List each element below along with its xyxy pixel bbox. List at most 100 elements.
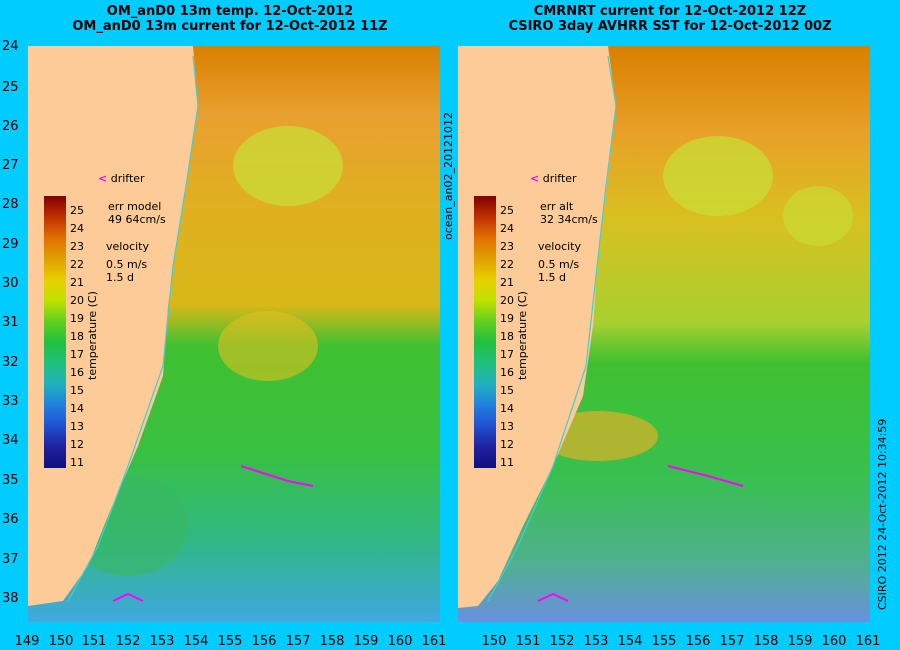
x-tick: 149 bbox=[14, 634, 40, 649]
left-land bbox=[28, 46, 198, 606]
x-tick: 153 bbox=[149, 634, 175, 649]
x-tick: 156 bbox=[251, 634, 277, 649]
velocity-time: 1.5 d bbox=[106, 271, 134, 284]
cbar-tick: 15 bbox=[70, 384, 84, 397]
x-tick: 161 bbox=[421, 634, 447, 649]
cbar-tick: 25 bbox=[500, 204, 514, 217]
y-tick: 27 bbox=[2, 158, 19, 173]
x-tick: 159 bbox=[787, 634, 813, 649]
y-tick: 30 bbox=[2, 276, 19, 291]
cbar-tick: 12 bbox=[70, 438, 84, 451]
y-tick: 29 bbox=[2, 237, 19, 252]
x-tick: 155 bbox=[217, 634, 243, 649]
x-tick: 157 bbox=[719, 634, 745, 649]
cbar-tick: 15 bbox=[500, 384, 514, 397]
x-tick: 153 bbox=[583, 634, 609, 649]
cbar-tick: 18 bbox=[70, 330, 84, 343]
cbar-tick: 22 bbox=[500, 258, 514, 271]
cbar-tick: 11 bbox=[500, 456, 514, 469]
x-tick: 160 bbox=[821, 634, 847, 649]
right-land bbox=[458, 46, 616, 608]
cbar-tick: 13 bbox=[500, 420, 514, 433]
cbar-tick: 14 bbox=[70, 402, 84, 415]
left-err-note: err model 49 64cm/s bbox=[108, 200, 166, 226]
right-drifter-legend: < drifter bbox=[530, 172, 577, 185]
y-tick: 28 bbox=[2, 197, 19, 212]
cbar-tick: 13 bbox=[70, 420, 84, 433]
err-value: 49 64cm/s bbox=[108, 213, 166, 226]
x-tick: 152 bbox=[549, 634, 575, 649]
x-tick: 161 bbox=[855, 634, 881, 649]
cbar-tick: 24 bbox=[70, 222, 84, 235]
left-map-svg bbox=[28, 46, 440, 622]
y-tick: 33 bbox=[2, 394, 19, 409]
x-tick: 151 bbox=[515, 634, 541, 649]
colorbar-label: temperature (C) bbox=[86, 291, 99, 380]
x-tick: 159 bbox=[353, 634, 379, 649]
x-tick: 156 bbox=[685, 634, 711, 649]
cbar-tick: 12 bbox=[500, 438, 514, 451]
cbar-tick: 24 bbox=[500, 222, 514, 235]
left-title-line2: OM_anD0 13m current for 12-Oct-2012 11Z bbox=[72, 19, 388, 34]
err-label: err alt bbox=[540, 200, 574, 213]
y-tick: 24 bbox=[2, 39, 19, 54]
x-tick: 154 bbox=[183, 634, 209, 649]
drifter-label: drifter bbox=[542, 172, 577, 185]
right-side-text: CSIRO 2012 24-Oct-2012 10:34:59 bbox=[876, 418, 889, 610]
cbar-tick: 17 bbox=[70, 348, 84, 361]
y-tick: 35 bbox=[2, 473, 19, 488]
left-drifter-legend: < drifter bbox=[98, 172, 145, 185]
left-map bbox=[28, 46, 440, 622]
x-tick: 155 bbox=[651, 634, 677, 649]
right-err-note: err alt 32 34cm/s bbox=[540, 200, 598, 226]
right-title: CMRNRT current for 12-Oct-2012 12Z CSIRO… bbox=[470, 4, 870, 34]
left-title-line1: OM_anD0 13m temp. 12-Oct-2012 bbox=[106, 4, 354, 19]
left-colorbar bbox=[44, 196, 66, 468]
cbar-tick: 16 bbox=[500, 366, 514, 379]
left-velocity-note: velocity 0.5 m/s 1.5 d bbox=[106, 240, 149, 284]
cbar-tick: 11 bbox=[70, 456, 84, 469]
velocity-value: 0.5 m/s bbox=[538, 258, 580, 271]
x-tick: 150 bbox=[481, 634, 507, 649]
cbar-tick: 23 bbox=[70, 240, 84, 253]
cbar-tick: 16 bbox=[70, 366, 84, 379]
x-tick: 160 bbox=[387, 634, 413, 649]
y-tick: 34 bbox=[2, 433, 19, 448]
velocity-time: 1.5 d bbox=[538, 271, 566, 284]
cbar-tick: 22 bbox=[70, 258, 84, 271]
y-tick: 25 bbox=[2, 80, 19, 95]
y-tick: 32 bbox=[2, 355, 19, 370]
err-value: 32 34cm/s bbox=[540, 213, 598, 226]
y-tick: 26 bbox=[2, 119, 19, 134]
cbar-tick: 25 bbox=[70, 204, 84, 217]
cbar-tick: 19 bbox=[70, 312, 84, 325]
cbar-tick: 19 bbox=[500, 312, 514, 325]
cbar-tick: 14 bbox=[500, 402, 514, 415]
y-tick: 31 bbox=[2, 315, 19, 330]
y-tick: 37 bbox=[2, 552, 19, 567]
cbar-tick: 20 bbox=[500, 294, 514, 307]
left-title: OM_anD0 13m temp. 12-Oct-2012 OM_anD0 13… bbox=[40, 4, 420, 34]
velocity-label: velocity bbox=[106, 240, 149, 253]
x-tick: 158 bbox=[319, 634, 345, 649]
velocity-value: 0.5 m/s bbox=[106, 258, 148, 271]
x-tick: 158 bbox=[753, 634, 779, 649]
y-tick: 38 bbox=[2, 591, 19, 606]
middle-side-text: ocean_an02_20121012 bbox=[442, 112, 455, 240]
drifter-label: drifter bbox=[110, 172, 145, 185]
err-label: err model bbox=[108, 200, 162, 213]
cbar-tick: 23 bbox=[500, 240, 514, 253]
right-colorbar bbox=[474, 196, 496, 468]
right-title-line2: CSIRO 3day AVHRR SST for 12-Oct-2012 00Z bbox=[508, 19, 832, 34]
colorbar-label: temperature (C) bbox=[516, 291, 529, 380]
right-map bbox=[458, 46, 870, 622]
cbar-tick: 18 bbox=[500, 330, 514, 343]
right-map-svg bbox=[458, 46, 870, 622]
cbar-tick: 21 bbox=[70, 276, 84, 289]
drifter-icon: < bbox=[98, 172, 108, 185]
x-tick: 157 bbox=[285, 634, 311, 649]
x-tick: 150 bbox=[48, 634, 74, 649]
x-tick: 154 bbox=[617, 634, 643, 649]
right-velocity-note: velocity 0.5 m/s 1.5 d bbox=[538, 240, 581, 284]
drifter-icon: < bbox=[530, 172, 540, 185]
